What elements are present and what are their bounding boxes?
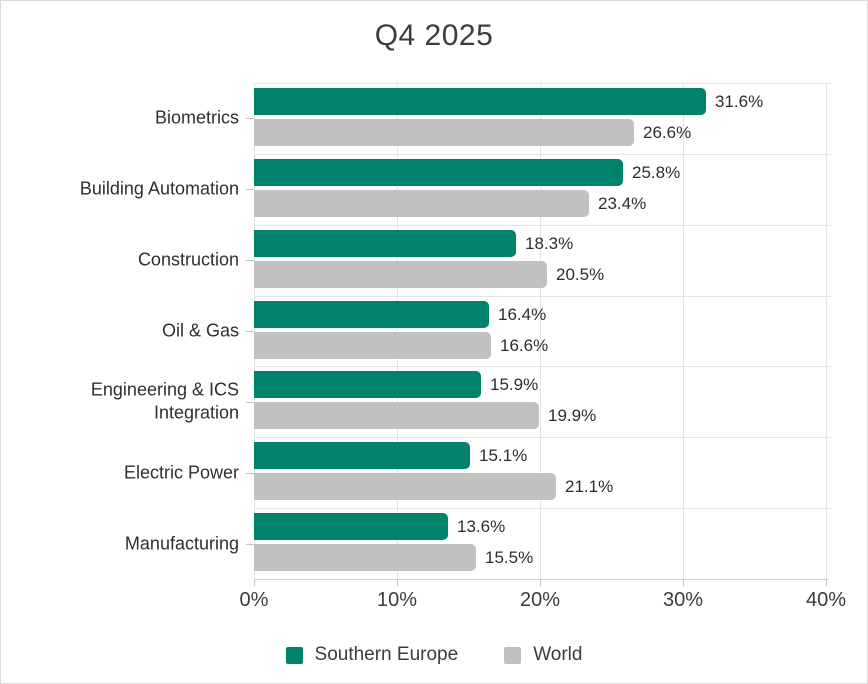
category-tick [246, 544, 254, 545]
x-axis-tick [254, 580, 255, 586]
x-axis-tick [683, 580, 684, 586]
bar-value-label: 15.1% [479, 446, 528, 465]
category-tick [246, 473, 254, 474]
bar-value-label: 13.6% [457, 517, 506, 536]
bar-value-label: 26.6% [643, 123, 692, 142]
x-axis-tick [826, 580, 827, 586]
horizontal-gridline [254, 508, 831, 509]
x-axis-label: 30% [662, 589, 704, 611]
category-label-biometrics: Biometrics [154, 107, 239, 128]
bar-world-construction [254, 261, 547, 288]
category-label-engineering-ics-integration: Engineering & ICS Integration [90, 379, 239, 423]
x-axis-tick [397, 580, 398, 586]
x-axis-tick [540, 580, 541, 586]
category-label-construction: Construction [137, 249, 239, 270]
bar-southern-europe-oil-gas [254, 301, 489, 328]
category-tick [246, 260, 254, 261]
bar-world-building-automation [254, 190, 589, 217]
bar-world-manufacturing [254, 544, 476, 571]
category-tick [246, 189, 254, 190]
bar-value-label: 20.5% [556, 265, 605, 284]
horizontal-gridline [254, 154, 831, 155]
x-axis-label: 10% [376, 589, 418, 611]
bar-value-label: 23.4% [598, 194, 647, 213]
bar-southern-europe-electric-power [254, 442, 470, 469]
x-axis-line [254, 579, 828, 580]
legend-label: World [533, 644, 583, 665]
chart-title: Q4 2025 [374, 19, 494, 52]
bar-world-oil-gas [254, 332, 491, 359]
bar-southern-europe-building-automation [254, 159, 623, 186]
bar-value-label: 15.9% [490, 375, 539, 394]
bar-southern-europe-manufacturing [254, 513, 448, 540]
x-axis-label: 20% [519, 589, 561, 611]
bar-value-label: 19.9% [548, 406, 597, 425]
bar-southern-europe-engineering-ics-integration [254, 371, 481, 398]
x-axis-label: 40% [805, 589, 847, 611]
category-tick [246, 402, 254, 403]
bar-southern-europe-biometrics [254, 88, 706, 115]
bar-value-label: 25.8% [632, 163, 681, 182]
vertical-gridline [683, 83, 684, 579]
horizontal-gridline [254, 225, 831, 226]
plot-area: 31.6% 26.6% 25.8% 23.4% 18.3% 20.5% 16.4% 16.6%… [254, 83, 831, 579]
legend-item-southern-europe: Southern Europe [285, 644, 459, 666]
category-tick [246, 331, 254, 332]
horizontal-gridline [254, 366, 831, 367]
category-label-electric-power: Electric Power [123, 462, 239, 483]
category-label-building-automation: Building Automation [79, 178, 239, 199]
vertical-gridline [254, 83, 255, 579]
vertical-gridline [826, 83, 827, 579]
bar-world-biometrics [254, 119, 634, 146]
legend-swatch-world [504, 646, 522, 664]
bar-value-label: 15.5% [485, 548, 534, 567]
bar-value-label: 21.1% [565, 477, 614, 496]
bar-world-engineering-ics-integration [254, 402, 539, 429]
category-label-manufacturing: Manufacturing [124, 533, 239, 554]
bar-value-label: 16.6% [500, 336, 549, 355]
x-axis-label: 0% [239, 589, 269, 611]
bar-value-label: 16.4% [498, 305, 547, 324]
category-label-oil-gas: Oil & Gas [161, 320, 239, 341]
horizontal-gridline [254, 83, 831, 84]
legend-label: Southern Europe [314, 644, 459, 665]
bar-value-label: 18.3% [525, 234, 574, 253]
horizontal-gridline [254, 437, 831, 438]
bar-value-label: 31.6% [715, 92, 764, 111]
legend-swatch-southern-europe [285, 646, 303, 664]
legend: Southern Europe World [1, 644, 867, 666]
vertical-gridline [540, 83, 541, 579]
horizontal-gridline [254, 296, 831, 297]
vertical-gridline [397, 83, 398, 579]
bar-world-electric-power [254, 473, 556, 500]
bar-southern-europe-construction [254, 230, 516, 257]
category-tick [246, 118, 254, 119]
legend-item-world: World [504, 644, 582, 666]
